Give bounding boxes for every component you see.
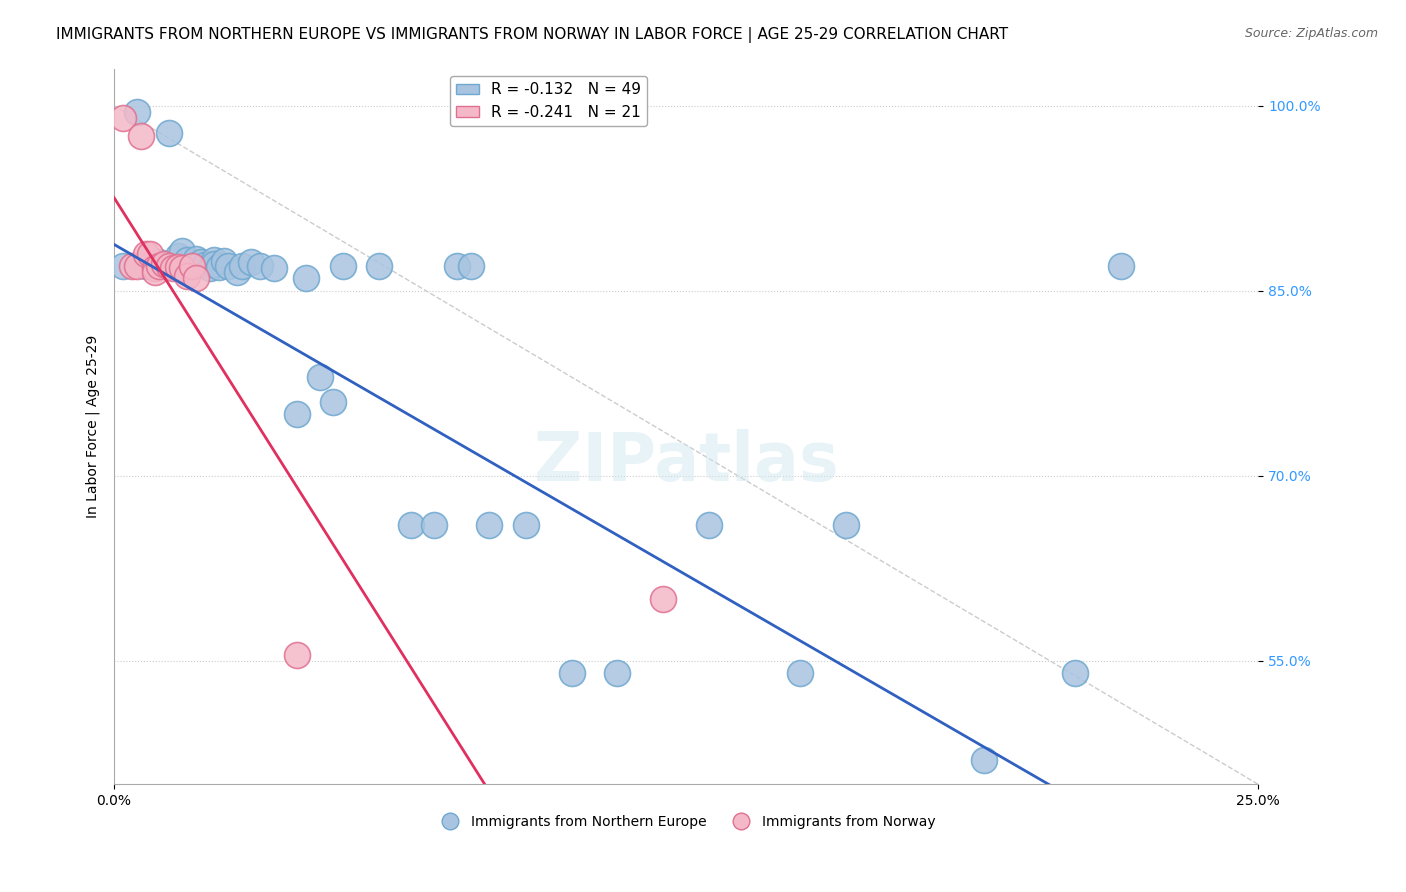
Point <box>172 261 194 276</box>
Point <box>180 259 202 273</box>
Point <box>143 261 166 276</box>
Point <box>166 261 188 276</box>
Point <box>184 252 207 266</box>
Point <box>148 255 170 269</box>
Text: Source: ZipAtlas.com: Source: ZipAtlas.com <box>1244 27 1378 40</box>
Point <box>1064 666 1087 681</box>
Point <box>263 261 285 276</box>
Point <box>157 126 180 140</box>
Point <box>368 259 391 273</box>
Point <box>148 259 170 273</box>
Point <box>125 104 148 119</box>
Point <box>121 259 143 273</box>
Point <box>226 265 249 279</box>
Point <box>139 246 162 260</box>
Point <box>111 111 134 125</box>
Y-axis label: In Labor Force | Age 25-29: In Labor Force | Age 25-29 <box>86 334 100 518</box>
Point <box>153 256 176 270</box>
Point <box>561 666 583 681</box>
Point <box>240 255 263 269</box>
Point <box>478 518 501 533</box>
Point <box>143 265 166 279</box>
Point <box>322 394 344 409</box>
Point <box>194 258 217 272</box>
Point <box>180 259 202 273</box>
Point <box>172 244 194 259</box>
Point <box>198 261 221 276</box>
Point <box>606 666 628 681</box>
Point <box>285 648 308 662</box>
Point <box>217 259 239 273</box>
Point <box>166 260 188 275</box>
Point <box>423 518 446 533</box>
Text: IMMIGRANTS FROM NORTHERN EUROPE VS IMMIGRANTS FROM NORWAY IN LABOR FORCE | AGE 2: IMMIGRANTS FROM NORTHERN EUROPE VS IMMIG… <box>56 27 1008 43</box>
Point <box>204 256 226 270</box>
Text: ZIPatlas: ZIPatlas <box>534 429 838 495</box>
Point <box>176 268 198 283</box>
Point <box>176 252 198 267</box>
Point <box>125 259 148 273</box>
Point <box>184 271 207 285</box>
Point <box>212 254 235 268</box>
Point <box>157 259 180 273</box>
Point <box>231 259 253 273</box>
Point <box>135 246 157 260</box>
Legend: Immigrants from Northern Europe, Immigrants from Norway: Immigrants from Northern Europe, Immigra… <box>430 810 942 835</box>
Point <box>249 259 271 273</box>
Point <box>208 260 231 275</box>
Point <box>697 518 720 533</box>
Point <box>446 259 468 273</box>
Point <box>162 259 184 273</box>
Point <box>460 259 482 273</box>
Point <box>973 753 995 767</box>
Point <box>789 666 811 681</box>
Point <box>285 407 308 421</box>
Point <box>401 518 423 533</box>
Point <box>135 259 157 273</box>
Point <box>204 252 226 267</box>
Point <box>295 271 318 285</box>
Point <box>1109 259 1132 273</box>
Point <box>308 370 330 384</box>
Point <box>162 261 184 276</box>
Point <box>835 518 858 533</box>
Point <box>166 249 188 263</box>
Point <box>332 259 354 273</box>
Point <box>652 592 675 607</box>
Point <box>190 255 212 269</box>
Point <box>515 518 537 533</box>
Point <box>129 129 152 144</box>
Point <box>111 259 134 273</box>
Point <box>153 259 176 273</box>
